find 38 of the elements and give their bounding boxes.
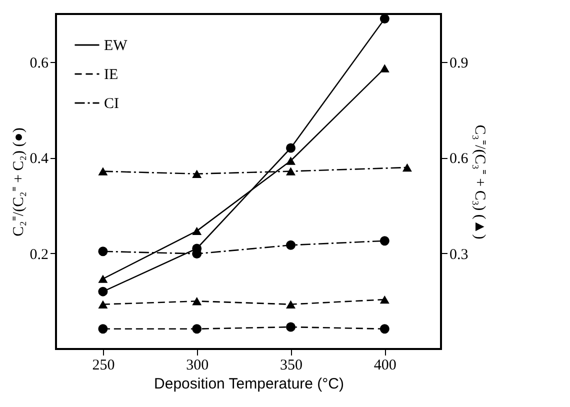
x-axis-title: Deposition Temperature (°C): [154, 376, 344, 392]
y-axis-title: C₂⁼/(C₂⁼ + C₂) (●): [10, 128, 27, 236]
y2-tick-label: 0.3: [450, 246, 468, 263]
point: [380, 236, 390, 246]
x-tick-label: 250: [92, 358, 115, 374]
y2-axis-title: C₃⁼/(C₃⁼ + C₃) (▲): [471, 124, 488, 240]
point: [402, 163, 412, 172]
y2-tick-label: 0.6: [450, 151, 469, 168]
y2-tick-label: 0.9: [450, 55, 468, 72]
point: [380, 324, 390, 334]
point: [98, 286, 108, 296]
point: [286, 300, 296, 308]
legend-label: IE: [104, 67, 118, 83]
point: [98, 274, 108, 283]
point: [286, 240, 296, 250]
point: [286, 156, 296, 165]
point: [380, 14, 390, 24]
point: [98, 300, 108, 308]
point: [192, 226, 202, 236]
point: [98, 324, 108, 334]
x-tick-label: 300: [186, 358, 209, 374]
point: [98, 167, 108, 176]
point: [286, 143, 296, 153]
point: [98, 246, 108, 256]
y-tick-label: 0.6: [30, 55, 49, 72]
point: [192, 297, 202, 306]
point: [380, 64, 390, 72]
x-tick-label: 400: [374, 358, 396, 374]
point: [192, 170, 202, 178]
x-tick-label: 350: [280, 358, 303, 374]
y-tick-label: 0.4: [30, 151, 49, 168]
point: [192, 324, 202, 334]
legend-label: CI: [104, 96, 120, 112]
y-tick-label: 0.2: [30, 246, 48, 263]
point: [286, 322, 296, 332]
point: [380, 295, 390, 304]
point: [286, 167, 296, 176]
legend-label: EW: [104, 38, 128, 54]
